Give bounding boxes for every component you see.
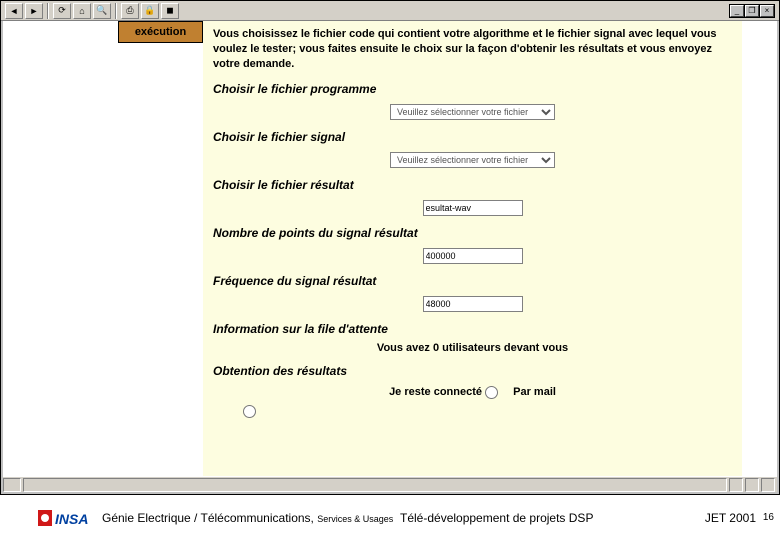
heading-queue: Information sur la file d'attente bbox=[213, 322, 732, 336]
home-button[interactable]: ⌂ bbox=[73, 3, 91, 19]
heading-signal: Choisir le fichier signal bbox=[213, 130, 732, 144]
svg-text:INSA: INSA bbox=[55, 511, 88, 527]
option-extra-radio[interactable] bbox=[243, 405, 256, 418]
signal-select[interactable]: Veuillez sélectionner votre fichier bbox=[390, 152, 555, 168]
window-controls: _ ❐ × bbox=[729, 4, 775, 18]
queue-message: Vous avez 0 utilisateurs devant vous bbox=[213, 342, 732, 354]
footer-left: Génie Electrique / Télécommunications, S… bbox=[102, 511, 393, 525]
heading-nb-points: Nombre de points du signal résultat bbox=[213, 226, 732, 240]
status-cell bbox=[729, 478, 743, 492]
sidebar: exécution bbox=[3, 21, 203, 43]
heading-freq: Fréquence du signal résultat bbox=[213, 274, 732, 288]
print-button[interactable]: ⎙ bbox=[121, 3, 139, 19]
option-connected-label[interactable]: Je reste connecté bbox=[389, 386, 501, 398]
option-connected-radio[interactable] bbox=[485, 386, 498, 399]
heading-obtain: Obtention des résultats bbox=[213, 364, 732, 378]
status-cell bbox=[761, 478, 775, 492]
status-cell bbox=[3, 478, 21, 492]
footer-page-number: 16 bbox=[763, 512, 774, 523]
intro-text: Vous choisissez le fichier code qui cont… bbox=[213, 27, 732, 72]
forward-button[interactable]: ► bbox=[25, 3, 43, 19]
footer-center: Télé-développement de projets DSP bbox=[400, 511, 593, 525]
browser-toolbar: ◄ ► ⟳ ⌂ 🔍 ⎙ 🔒 ◼ _ ❐ × bbox=[1, 1, 779, 21]
footer-event: JET 2001 bbox=[705, 511, 756, 525]
option-mail-label[interactable]: Par mail bbox=[513, 386, 556, 398]
toolbar-separator bbox=[47, 3, 49, 19]
content-area: exécution Vous choisissez le fichier cod… bbox=[3, 21, 777, 476]
security-button[interactable]: 🔒 bbox=[141, 3, 159, 19]
restore-button[interactable]: ❐ bbox=[745, 5, 759, 17]
main-panel: Vous choisissez le fichier code qui cont… bbox=[203, 21, 742, 476]
status-cell bbox=[745, 478, 759, 492]
program-select[interactable]: Veuillez sélectionner votre fichier bbox=[390, 104, 555, 120]
status-bar bbox=[3, 476, 777, 492]
reload-button[interactable]: ⟳ bbox=[53, 3, 71, 19]
insa-logo: INSA bbox=[38, 504, 96, 532]
status-cell bbox=[23, 478, 727, 492]
minimize-button[interactable]: _ bbox=[730, 5, 744, 17]
stop-button[interactable]: ◼ bbox=[161, 3, 179, 19]
back-button[interactable]: ◄ bbox=[5, 3, 23, 19]
toolbar-separator bbox=[115, 3, 117, 19]
nb-points-input[interactable] bbox=[423, 248, 523, 264]
close-button[interactable]: × bbox=[760, 5, 774, 17]
heading-result-file: Choisir le fichier résultat bbox=[213, 178, 732, 192]
result-options: Je reste connecté Par mail bbox=[213, 386, 732, 399]
sidebar-item-execution[interactable]: exécution bbox=[118, 21, 203, 43]
browser-window: ◄ ► ⟳ ⌂ 🔍 ⎙ 🔒 ◼ _ ❐ × exécution Vous cho… bbox=[0, 0, 780, 495]
freq-input[interactable] bbox=[423, 296, 523, 312]
slide-footer: INSA Génie Electrique / Télécommunicatio… bbox=[0, 495, 780, 540]
heading-program: Choisir le fichier programme bbox=[213, 82, 732, 96]
search-button[interactable]: 🔍 bbox=[93, 3, 111, 19]
result-file-input[interactable] bbox=[423, 200, 523, 216]
